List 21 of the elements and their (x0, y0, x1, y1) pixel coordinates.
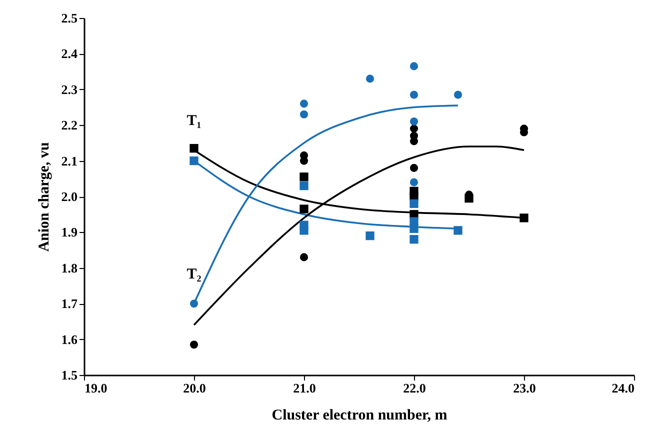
y-tick-label: 1.8 (61, 260, 78, 276)
y-tick-label: 2.1 (61, 153, 78, 168)
y-tick-label: 2.4 (61, 46, 78, 62)
annotation: T₂ (186, 266, 202, 283)
x-tick-label: 23.0 (513, 380, 536, 396)
y-axis-title: Anion charge, vu (36, 142, 52, 252)
x-tick-label: 20.0 (183, 380, 206, 396)
x-tick-label: 22.0 (403, 380, 426, 396)
annotation: T₁ (186, 113, 202, 130)
y-tick-label: 2.3 (61, 82, 78, 97)
y-tick-label: 1.6 (61, 332, 78, 347)
x-axis-title: Cluster electron number, m (272, 408, 448, 424)
y-tick-label: 1.7 (61, 296, 78, 312)
y-tick-label: 2.2 (61, 118, 78, 133)
x-tick-label: 24.0 (612, 380, 634, 396)
x-tick-label: 21.0 (293, 380, 316, 396)
y-tick-label: 1.9 (61, 224, 78, 240)
x-tick-label: 19.0 (84, 380, 108, 396)
y-tick-label: 2.5 (61, 10, 78, 26)
y-tick-label: 1.5 (61, 368, 78, 382)
y-tick-label: 2.0 (61, 189, 78, 204)
